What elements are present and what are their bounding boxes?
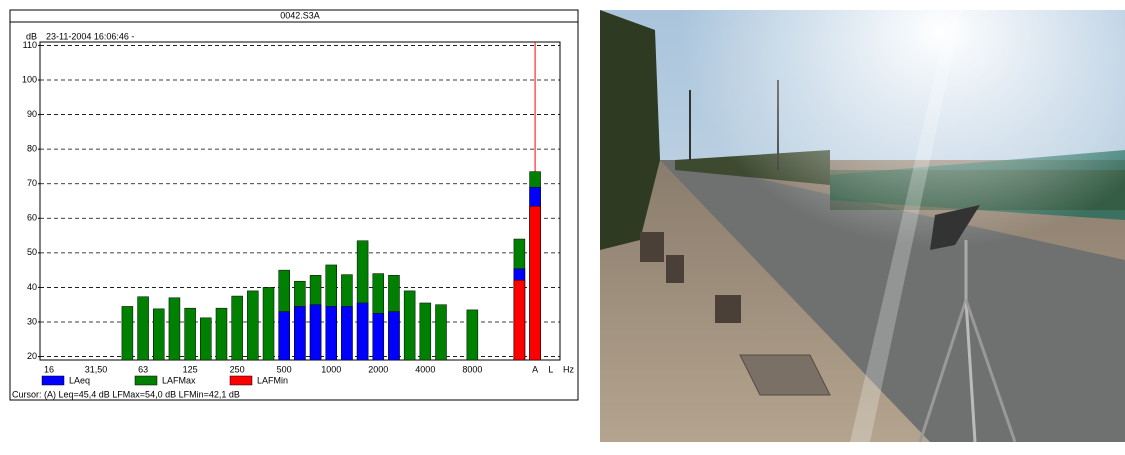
bar (356, 302, 369, 361)
x-tick-label: 31,50 (85, 364, 108, 374)
y-tick-label: 20 (27, 351, 37, 361)
bar (419, 302, 432, 361)
bar (153, 308, 165, 361)
bar (121, 306, 134, 361)
bar (168, 297, 181, 361)
x-unit: Hz (563, 364, 574, 374)
legend-label: LAFMax (162, 375, 196, 385)
y-axis-label: dB (26, 31, 37, 41)
legend-swatch (229, 375, 253, 386)
x-tick-label: 16 (44, 364, 54, 374)
bar (309, 304, 322, 361)
bar (341, 306, 353, 361)
bar (294, 306, 306, 361)
y-tick-label: 50 (27, 247, 37, 257)
bar (231, 295, 243, 361)
bar (513, 279, 526, 361)
bar (325, 306, 337, 361)
y-tick-label: 40 (27, 282, 37, 292)
x-tick-label: L (548, 364, 553, 374)
legend-swatch (134, 375, 158, 386)
photo (600, 10, 1125, 442)
y-tick-label: 30 (27, 316, 37, 326)
bar (529, 205, 541, 361)
bar (278, 311, 290, 361)
x-tick-label: 8000 (462, 364, 482, 374)
bar (388, 311, 400, 361)
subtitle: 23-11-2004 16:06:46 - (46, 31, 134, 41)
bar (262, 287, 275, 361)
bar (403, 290, 416, 361)
bar (372, 313, 385, 361)
chart-title: 0042.S3A (280, 10, 320, 20)
y-tick-label: 90 (27, 109, 37, 119)
y-tick-label: 110 (23, 40, 37, 50)
legend-label: LAFMin (257, 375, 288, 385)
bar (184, 307, 196, 361)
y-tick-label: 70 (27, 178, 37, 188)
y-tick-label: 80 (27, 144, 37, 154)
x-tick-label: 2000 (368, 364, 388, 374)
bar (466, 309, 479, 361)
x-tick-label: 250 (230, 364, 245, 374)
x-tick-label: 1000 (321, 364, 341, 374)
legend-label: LAeq (69, 375, 90, 385)
x-tick-label: 63 (138, 364, 148, 374)
x-tick-label: 4000 (415, 364, 435, 374)
bar (435, 304, 447, 361)
x-tick-label: 125 (183, 364, 198, 374)
bar (137, 296, 149, 361)
y-tick-label: 60 (27, 213, 37, 223)
x-tick-label: A (532, 364, 538, 374)
legend-swatch (41, 375, 65, 386)
bar (247, 290, 259, 361)
cursor-readout: Cursor: (A) Leq=45,4 dB LFMax=54,0 dB LF… (12, 389, 240, 399)
y-tick-label: 100 (22, 74, 37, 84)
chart-frame (9, 9, 579, 401)
chart: 0042.S3A dB 23-11-2004 16:06:46 - Hz Cur… (9, 9, 579, 401)
bar (200, 317, 212, 361)
bar (215, 307, 228, 361)
x-tick-label: 500 (277, 364, 292, 374)
